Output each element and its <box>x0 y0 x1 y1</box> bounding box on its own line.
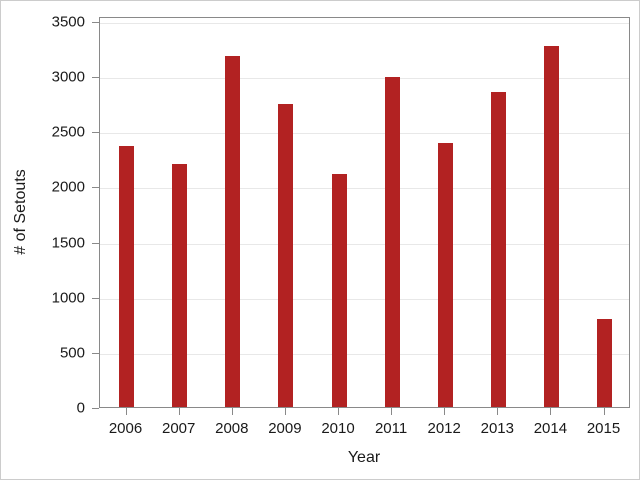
plot-area <box>99 17 630 408</box>
gridline-2000 <box>100 188 629 190</box>
gridline-3000 <box>100 78 629 80</box>
bar-2006 <box>119 145 135 407</box>
x-tick-label-2013: 2013 <box>480 420 514 437</box>
bar-2014 <box>543 45 559 407</box>
y-tick-3500 <box>92 22 99 23</box>
y-tick-label-1000: 1000 <box>51 289 85 307</box>
bar-2012 <box>437 142 453 407</box>
x-tick-label-2007: 2007 <box>162 420 196 437</box>
bar-2011 <box>384 77 400 407</box>
y-tick-500 <box>92 352 99 354</box>
gridline-1000 <box>100 298 629 300</box>
x-tick-2009 <box>284 408 286 415</box>
x-tick-2014 <box>550 408 552 415</box>
gridline-500 <box>100 353 629 355</box>
x-tick-label-2008: 2008 <box>215 420 249 437</box>
x-tick-label-2009: 2009 <box>268 420 302 437</box>
x-tick-label-2012: 2012 <box>427 420 461 437</box>
gridline-3500 <box>100 23 629 24</box>
bar-2010 <box>331 173 347 407</box>
y-axis-title: # of Setouts <box>12 169 29 255</box>
y-tick-label-3000: 3000 <box>51 68 85 86</box>
x-tick-2007 <box>178 408 180 415</box>
bar-2009 <box>278 103 294 407</box>
y-tick-3000 <box>92 77 99 79</box>
y-tick-2000 <box>92 187 99 189</box>
x-tick-2008 <box>231 408 233 415</box>
y-tick-label-0: 0 <box>76 399 85 417</box>
bar-2013 <box>490 91 506 407</box>
y-tick-1500 <box>92 242 99 244</box>
y-tick-0 <box>92 408 99 409</box>
y-tick-label-2500: 2500 <box>51 123 85 141</box>
x-tick-2011 <box>391 408 393 415</box>
y-tick-2500 <box>92 132 99 134</box>
gridline-1500 <box>100 243 629 245</box>
gridline-2500 <box>100 133 629 135</box>
x-axis-title: Year <box>347 449 381 466</box>
x-tick-2006 <box>125 408 127 415</box>
x-tick-label-2011: 2011 <box>374 420 408 437</box>
x-tick-label-2015: 2015 <box>586 420 621 437</box>
bar-2007 <box>172 163 188 407</box>
x-tick-2012 <box>444 408 446 415</box>
x-tick-2015 <box>603 408 605 415</box>
x-tick-2010 <box>338 408 339 415</box>
x-tick-2013 <box>497 408 499 415</box>
x-tick-label-2014: 2014 <box>533 420 568 437</box>
bar-2015 <box>596 319 612 407</box>
y-tick-label-500: 500 <box>59 344 85 362</box>
y-tick-1000 <box>92 297 99 299</box>
bar-2008 <box>225 55 241 407</box>
y-tick-label-1500: 1500 <box>51 234 85 252</box>
x-tick-label-2010: 2010 <box>321 420 355 437</box>
y-tick-label-2000: 2000 <box>51 178 85 196</box>
y-tick-label-3500: 3500 <box>51 13 85 31</box>
x-tick-label-2006: 2006 <box>108 420 143 437</box>
